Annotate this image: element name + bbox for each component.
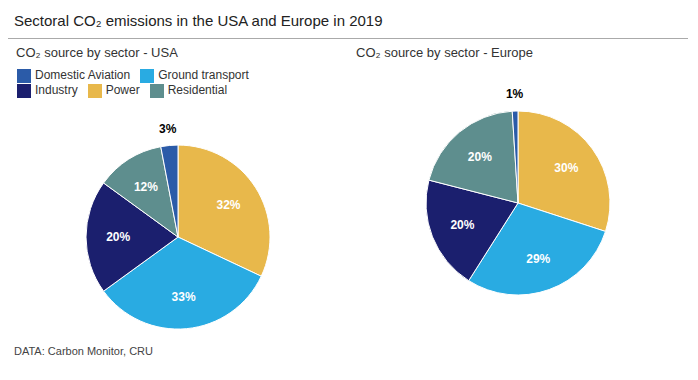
html-text:Ground transport: Ground transport (158, 68, 249, 82)
html-text:Domestic Aviation: Domestic Aviation (35, 68, 131, 82)
svg-text:20%: 20% (468, 150, 492, 164)
svg-text:30%: 30% (554, 161, 578, 175)
svg-text:3%: 3% (159, 122, 177, 136)
svg-text:32%: 32% (216, 198, 240, 212)
svg-text:1%: 1% (506, 87, 524, 101)
svg-text:20%: 20% (106, 230, 130, 244)
html-text:Residential: Residential (167, 82, 228, 97)
svg-text:12%: 12% (134, 180, 158, 194)
html-text:Sectoral CO₂ emissions in the: Sectoral CO₂ emissions in the USA and Eu… (14, 12, 383, 29)
svg-text:29%: 29% (526, 252, 550, 266)
html-text:Industry: Industry (35, 82, 78, 97)
html-text:DATA: Carbon Monitor, CRU: DATA: Carbon Monitor, CRU (14, 345, 153, 357)
html-text:CO₂ source by sector - USA: CO₂ source by sector - USA (16, 45, 178, 60)
svg-text:20%: 20% (450, 218, 474, 232)
svg-text:33%: 33% (172, 290, 196, 304)
html-text:Power: Power (105, 82, 140, 97)
html-text:CO₂ source by sector - Europe: CO₂ source by sector - Europe (356, 45, 533, 60)
